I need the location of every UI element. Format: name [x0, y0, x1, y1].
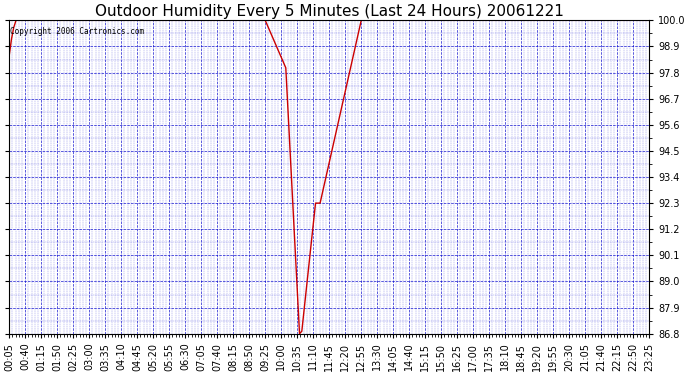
Title: Outdoor Humidity Every 5 Minutes (Last 24 Hours) 20061221: Outdoor Humidity Every 5 Minutes (Last 2…	[95, 4, 564, 19]
Text: Copyright 2006 Cartronics.com: Copyright 2006 Cartronics.com	[10, 27, 145, 36]
